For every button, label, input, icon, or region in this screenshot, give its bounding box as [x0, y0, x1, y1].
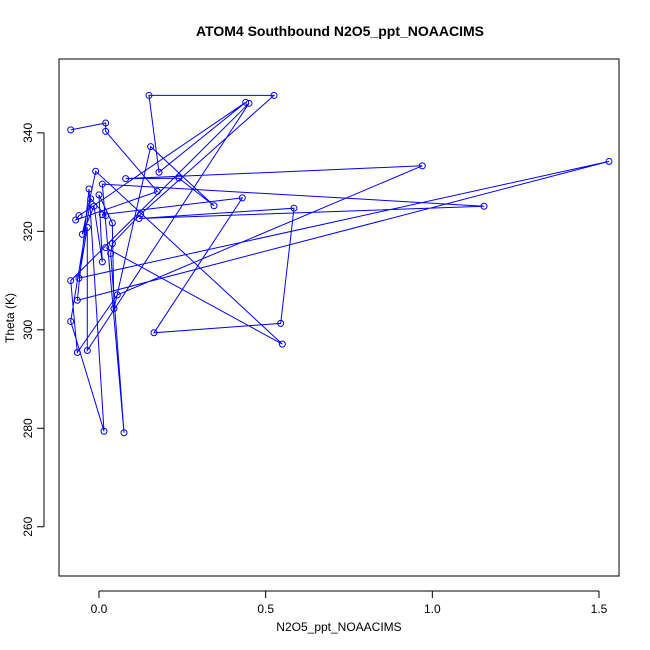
data-point — [108, 219, 116, 227]
data-point — [270, 91, 278, 99]
data-point — [605, 157, 613, 165]
data-point — [418, 162, 426, 170]
data-point — [102, 244, 110, 252]
data-point — [67, 317, 75, 325]
y-tick-label: 260 — [21, 516, 35, 536]
y-axis-label: Theta (K) — [3, 293, 17, 343]
x-tick-label: 0.5 — [257, 602, 274, 616]
data-point — [75, 212, 83, 220]
data-point — [75, 274, 83, 282]
data-point — [73, 296, 81, 304]
data-point — [480, 202, 488, 210]
data-point — [98, 211, 106, 219]
data-point — [245, 99, 253, 107]
data-point — [135, 215, 143, 223]
data-point — [120, 429, 128, 437]
y-tick-label: 320 — [21, 221, 35, 241]
data-point — [98, 258, 106, 266]
data-point — [147, 143, 155, 151]
data-point — [102, 212, 110, 220]
data-point — [113, 291, 121, 299]
data-point — [83, 346, 91, 354]
data-point — [78, 230, 86, 238]
y-tick-label: 340 — [21, 123, 35, 143]
data-point — [73, 348, 81, 356]
data-point — [137, 210, 145, 218]
data-point — [98, 180, 106, 188]
data-point — [100, 427, 108, 435]
data-point — [277, 319, 285, 327]
data-point — [87, 195, 95, 203]
data-point — [210, 202, 218, 210]
plot-area-frame — [58, 58, 620, 577]
data-point — [67, 126, 75, 134]
data-point — [90, 202, 98, 210]
data-point — [122, 175, 130, 183]
y-tick-label: 280 — [21, 418, 35, 438]
data-point — [150, 329, 158, 337]
x-axis-label: N2O5_ppt_NOAACIMS — [276, 620, 401, 634]
data-point — [95, 191, 103, 199]
data-point — [107, 249, 115, 257]
data-point — [145, 91, 153, 99]
y-tick-label: 300 — [21, 319, 35, 339]
x-axis: 0.0 0.5 1.0 1.5 — [91, 590, 608, 616]
data-point — [92, 167, 100, 175]
data-point — [83, 223, 91, 231]
data-point — [108, 240, 116, 248]
data-point — [238, 194, 246, 202]
data-point — [102, 127, 110, 135]
data-point — [242, 98, 250, 106]
data-point — [153, 187, 161, 195]
y-axis: 260 280 300 320 340 — [21, 123, 45, 537]
data-point — [290, 204, 298, 212]
data-point — [278, 340, 286, 348]
data-point — [110, 305, 118, 313]
chart-title: ATOM4 Southbound N2O5_ppt_NOAACIMS — [196, 23, 484, 39]
x-tick-label: 0.0 — [91, 602, 108, 616]
data-point — [102, 119, 110, 127]
data-point — [85, 185, 93, 193]
x-tick-label: 1.5 — [591, 602, 608, 616]
series-line — [70, 94, 610, 433]
x-tick-label: 1.0 — [424, 602, 441, 616]
data-point — [175, 174, 183, 182]
data-point — [72, 216, 80, 224]
data-point — [67, 277, 75, 285]
data-point — [155, 168, 163, 176]
series-layer — [67, 91, 613, 437]
